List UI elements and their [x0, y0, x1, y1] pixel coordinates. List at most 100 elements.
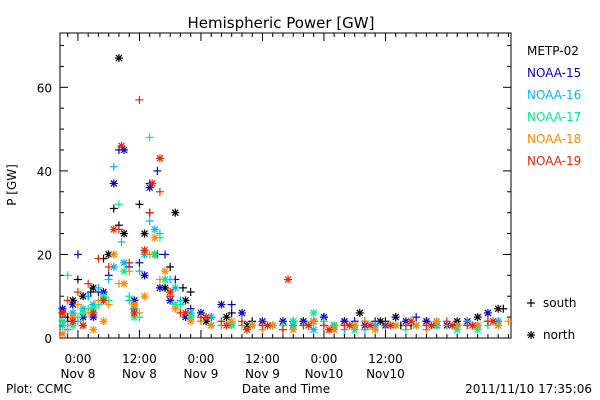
- data-point-south: [63, 271, 72, 280]
- star-stroke: [207, 322, 215, 329]
- legend: METP-02 NOAA-15 NOAA-16 NOAA-17 NOAA-18 NOAA-…: [527, 44, 581, 168]
- data-point-north: [89, 283, 98, 292]
- star-stroke: [310, 309, 318, 317]
- star-stroke: [269, 322, 277, 329]
- star-stroke: [120, 146, 128, 154]
- star-stroke: [346, 322, 353, 329]
- data-point-north: [109, 179, 118, 188]
- data-point-north: [99, 296, 108, 305]
- data-point-south: [104, 275, 113, 284]
- star-stroke: [100, 317, 107, 325]
- data-point-north: [304, 321, 313, 330]
- star-stroke: [130, 309, 138, 317]
- legend-entry: NOAA-16: [527, 88, 581, 102]
- data-point-south: [73, 288, 82, 297]
- star-stroke: [187, 317, 195, 325]
- data-point-south: [135, 258, 144, 267]
- star-stroke: [171, 305, 179, 313]
- data-point-north: [371, 325, 380, 334]
- star-stroke: [182, 309, 189, 317]
- star-stroke: [69, 301, 77, 308]
- y-tick-label: 0: [44, 332, 52, 346]
- legend-entry: NOAA-17: [527, 110, 581, 124]
- data-point-north: [407, 317, 416, 326]
- data-point-north: [263, 321, 272, 330]
- star-stroke: [305, 322, 312, 329]
- data-point-north: [448, 321, 457, 330]
- star-stroke: [325, 326, 333, 334]
- data-point-south: [109, 162, 118, 171]
- data-point-north: [309, 308, 318, 317]
- star-stroke: [69, 317, 77, 325]
- data-point-south: [145, 250, 154, 259]
- data-point-south: [109, 204, 118, 213]
- star-stroke: [202, 313, 210, 321]
- data-point-south: [278, 325, 287, 334]
- star-stroke: [79, 292, 87, 300]
- star-stroke: [320, 313, 328, 321]
- data-point-north: [432, 317, 441, 326]
- data-point-north: [227, 317, 236, 326]
- star-stroke: [151, 251, 159, 258]
- data-point-north: [453, 321, 462, 330]
- y-axis-label: P [GW]: [5, 164, 19, 206]
- star-stroke: [489, 317, 497, 325]
- data-point-south: [186, 288, 195, 297]
- data-point-north: [181, 308, 190, 317]
- data-point-north: [494, 304, 503, 313]
- star-stroke: [310, 317, 318, 325]
- star-stroke: [412, 322, 420, 329]
- data-point-north: [494, 321, 503, 330]
- star-stroke: [223, 322, 230, 329]
- data-point-south: [155, 275, 164, 284]
- star-stroke: [79, 322, 87, 329]
- series-noaa-18: [58, 233, 513, 338]
- data-point-north: [355, 308, 364, 317]
- star-stroke: [161, 267, 169, 275]
- data-point-south: [94, 254, 103, 263]
- star-stroke: [392, 322, 400, 329]
- data-point-north: [309, 325, 318, 334]
- x-tick-time-label: 12:00: [245, 352, 280, 366]
- marker-legend: south north: [527, 296, 577, 342]
- star-stroke: [166, 288, 174, 296]
- data-point-north: [468, 321, 477, 330]
- data-points: [58, 54, 513, 338]
- star-stroke: [141, 246, 148, 254]
- data-point-north: [155, 283, 164, 292]
- data-point-south: [155, 187, 164, 196]
- star-stroke: [110, 251, 118, 258]
- data-point-south: [237, 317, 246, 326]
- data-point-south: [73, 275, 82, 284]
- star-stroke: [120, 267, 128, 275]
- data-point-north: [150, 225, 159, 234]
- star-stroke: [264, 322, 271, 329]
- data-point-north: [473, 321, 482, 330]
- star-stroke: [433, 317, 441, 325]
- star-stroke: [310, 326, 318, 334]
- star-stroke: [207, 313, 215, 321]
- data-point-south: [114, 200, 123, 209]
- star-stroke: [341, 317, 348, 325]
- star-stroke: [279, 317, 287, 325]
- data-point-north: [140, 271, 149, 280]
- star-stroke: [79, 309, 87, 317]
- data-point-north: [166, 288, 175, 297]
- star-stroke: [238, 309, 246, 317]
- data-point-south: [412, 313, 421, 322]
- y-tick-label: 20: [37, 248, 52, 262]
- data-point-south: [104, 300, 113, 309]
- data-point-south: [84, 279, 93, 288]
- data-point-north: [222, 321, 231, 330]
- data-point-north: [217, 300, 226, 309]
- data-point-south: [504, 317, 513, 326]
- data-point-south: [161, 250, 170, 259]
- x-tick-date-label: Nov10: [366, 367, 405, 381]
- data-point-north: [89, 308, 98, 317]
- data-point-north: [150, 233, 159, 242]
- data-point-north: [117, 141, 126, 150]
- data-point-north: [109, 250, 118, 259]
- data-point-north: [89, 325, 98, 334]
- data-point-south: [117, 237, 126, 246]
- data-point-south: [319, 321, 328, 330]
